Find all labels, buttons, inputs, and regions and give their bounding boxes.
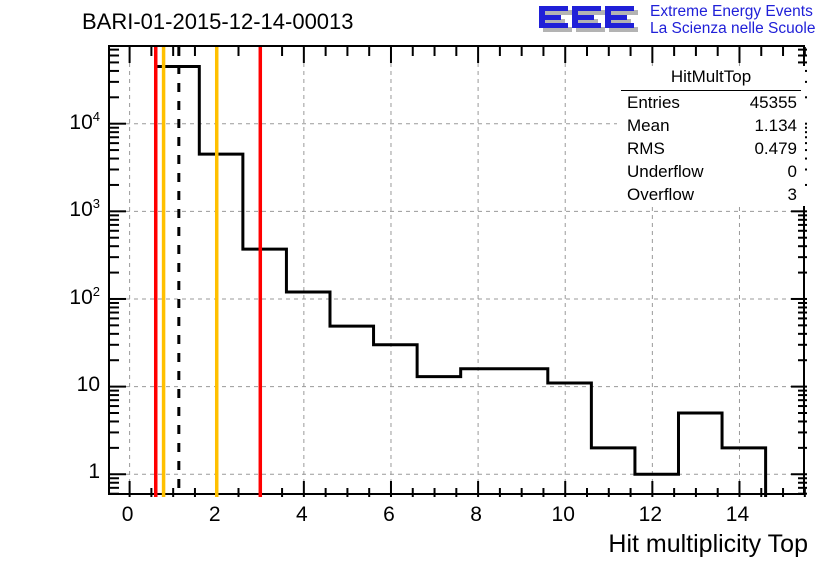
stats-row-key: Underflow bbox=[627, 162, 704, 181]
x-tick-label: 14 bbox=[725, 503, 750, 526]
eee-logo-line1: Extreme Energy Events bbox=[650, 3, 813, 20]
stats-row-key: Overflow bbox=[627, 185, 695, 204]
histogram-canvas bbox=[110, 47, 807, 497]
y-tick-label: 103 bbox=[69, 196, 100, 222]
y-tick-label: 1 bbox=[88, 460, 100, 484]
eee-logo-text: Extreme Energy Events La Scienza nelle S… bbox=[650, 3, 815, 37]
stats-row-value: 3 bbox=[787, 185, 797, 204]
x-tick-label: 6 bbox=[383, 503, 395, 526]
stats-row: RMS 0.479 bbox=[617, 137, 805, 160]
x-tick-label: 2 bbox=[208, 503, 221, 526]
stats-row: Entries 45355 bbox=[617, 91, 805, 114]
y-tick-label: 104 bbox=[69, 108, 100, 134]
eee-logo-mark-icon bbox=[539, 6, 638, 32]
x-tick-label: 8 bbox=[470, 503, 482, 526]
stats-row-key: Entries bbox=[627, 93, 680, 112]
x-tick-label: 4 bbox=[296, 503, 308, 526]
stats-row-value: 1.134 bbox=[754, 116, 797, 135]
stats-row: Mean 1.134 bbox=[617, 114, 805, 137]
x-axis-title: Hit multiplicity Top bbox=[608, 530, 808, 558]
page-title: BARI-01-2015-12-14-00013 bbox=[82, 9, 354, 34]
y-tick-label: 10 bbox=[76, 372, 100, 396]
stats-row-key: Mean bbox=[627, 116, 670, 135]
stats-title: HitMultTop bbox=[621, 66, 801, 91]
stats-row: Overflow 3 bbox=[617, 183, 805, 206]
eee-logo: Extreme Energy Events La Scienza nelle S… bbox=[537, 2, 833, 40]
x-tick-label: 12 bbox=[638, 503, 663, 526]
stats-row-value: 0 bbox=[787, 162, 797, 181]
eee-logo-line2: La Scienza nelle Scuole bbox=[650, 20, 816, 37]
stats-rows: Entries 45355 Mean 1.134 RMS 0.479 Underflow 0 O… bbox=[617, 91, 805, 206]
stats-row-value: 0.479 bbox=[754, 139, 797, 158]
stats-row-value: 45355 bbox=[749, 93, 797, 112]
stats-row-key: RMS bbox=[627, 139, 665, 158]
plot-frame bbox=[108, 45, 807, 497]
x-tick-label: 10 bbox=[551, 503, 575, 526]
x-tick-label: 0 bbox=[121, 503, 134, 526]
y-tick-label: 102 bbox=[69, 283, 100, 309]
stats-row: Underflow 0 bbox=[617, 160, 805, 183]
stats-box: HitMultTop Entries 45355 Mean 1.134 RMS 0.479… bbox=[617, 66, 805, 206]
